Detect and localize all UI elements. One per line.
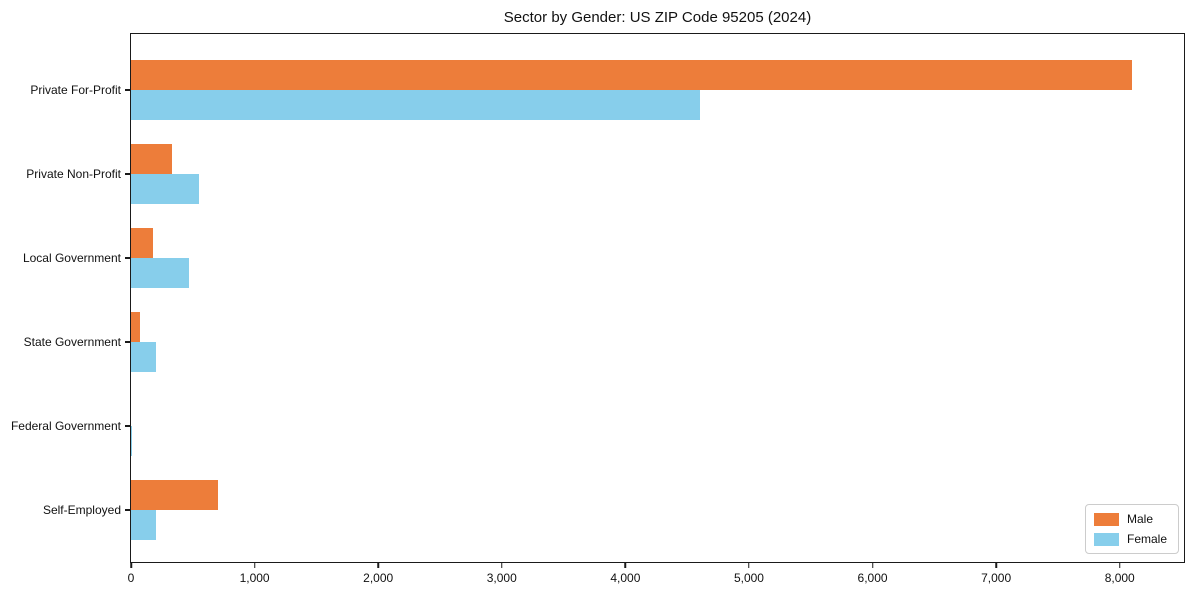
x-tick-5000	[748, 562, 750, 568]
legend-entry-female: Female	[1093, 532, 1167, 546]
x-tick-1000	[253, 562, 256, 568]
x-tick-label-1000: 1,000	[239, 571, 270, 585]
legend-label-female: Female	[1126, 532, 1167, 546]
legend: Male Female	[1084, 504, 1179, 554]
x-tick-8000	[1118, 562, 1121, 568]
legend-swatch-male	[1093, 512, 1119, 526]
x-tick-label-8000: 8,000	[1104, 571, 1135, 585]
x-tick-4000	[624, 562, 627, 568]
legend-entry-male: Male	[1093, 512, 1167, 526]
x-tick-label-6000: 6,000	[857, 571, 888, 585]
bar-male-private-for-profit	[131, 60, 1133, 90]
bar-female-private-for-profit	[131, 90, 700, 120]
x-tick-label-0: 0	[127, 571, 135, 585]
chart-title: Sector by Gender: US ZIP Code 95205 (202…	[503, 9, 812, 26]
x-tick-0	[130, 562, 132, 568]
bar-female-state-government	[131, 342, 156, 372]
x-tick-6000	[871, 562, 874, 568]
x-tick-label-5000: 5,000	[733, 571, 764, 585]
x-tick-7000	[995, 562, 997, 568]
x-tick-label-7000: 7,000	[981, 571, 1012, 585]
x-tick-2000	[377, 562, 379, 568]
bar-male-private-non-profit	[131, 144, 172, 174]
legend-label-male: Male	[1126, 512, 1153, 526]
bar-female-local-government	[131, 258, 190, 288]
x-tick-label-3000: 3,000	[486, 571, 517, 585]
bar-female-private-non-profit	[131, 174, 199, 204]
x-tick-label-4000: 4,000	[610, 571, 641, 585]
bar-male-self-employed	[131, 480, 218, 510]
bar-male-local-government	[131, 228, 154, 258]
legend-swatch-female	[1093, 532, 1119, 546]
y-tick	[125, 89, 131, 91]
category-label-self-employed: Self-Employed	[42, 503, 121, 517]
category-label-federal-government: Federal Government	[10, 419, 121, 433]
y-tick	[125, 257, 131, 259]
y-tick	[125, 509, 131, 511]
plot-area: Male Female Private For-Profit Private Non…	[11, 33, 1185, 585]
category-label-private-for-profit: Private For-Profit	[30, 83, 121, 97]
x-tick-3000	[501, 562, 503, 568]
category-label-local-government: Local Government	[22, 251, 121, 265]
x-tick-label-2000: 2,000	[363, 571, 394, 585]
bar-female-federal-government	[131, 426, 133, 456]
y-tick	[125, 341, 131, 343]
bar-female-self-employed	[131, 510, 156, 540]
y-tick	[125, 425, 131, 427]
category-label-private-non-profit: Private Non-Profit	[26, 167, 121, 181]
category-label-state-government: State Government	[23, 335, 121, 349]
bar-male-state-government	[131, 312, 141, 342]
y-tick	[125, 173, 131, 175]
